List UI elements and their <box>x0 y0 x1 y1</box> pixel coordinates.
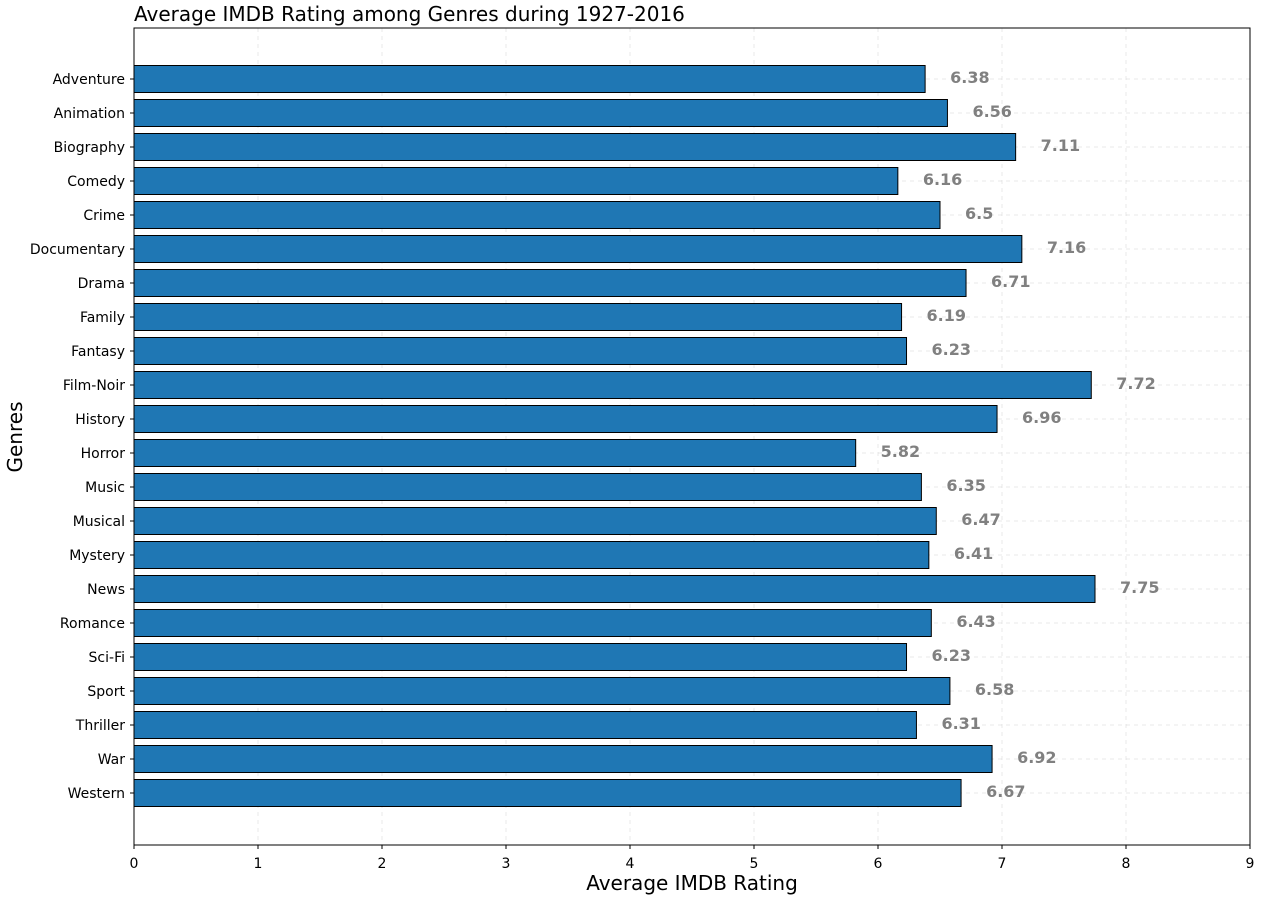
value-label-war: 6.92 <box>1017 748 1056 767</box>
x-tick-label: 0 <box>130 856 139 872</box>
value-label-comedy: 6.16 <box>923 170 962 189</box>
value-label-film-noir: 7.72 <box>1116 374 1155 393</box>
y-tick-label-music: Music <box>85 480 125 496</box>
y-axis-label: Genres <box>3 402 27 473</box>
bar-fantasy <box>133 337 908 365</box>
y-tick-label-thriller: Thriller <box>75 718 125 734</box>
value-label-adventure: 6.38 <box>950 68 989 87</box>
bar-war <box>133 745 993 773</box>
x-axis-label: Average IMDB Rating <box>586 871 798 895</box>
x-tick-label: 3 <box>502 856 511 872</box>
bar-biography <box>133 133 1017 161</box>
y-tick-label-fantasy: Fantasy <box>71 344 125 360</box>
x-tick-label: 8 <box>1122 856 1131 872</box>
bar-sport <box>133 677 951 705</box>
value-label-documentary: 7.16 <box>1047 238 1086 257</box>
y-tick-label-history: History <box>75 412 125 428</box>
value-label-musical: 6.47 <box>961 510 1000 529</box>
chart-title: Average IMDB Rating among Genres during … <box>134 2 685 26</box>
bar-family <box>133 303 903 331</box>
x-tick-label: 4 <box>626 856 635 872</box>
bar-mystery <box>133 541 930 569</box>
value-label-news: 7.75 <box>1120 578 1159 597</box>
y-tick-label-sci-fi: Sci-Fi <box>89 650 125 666</box>
bar-romance <box>133 609 932 637</box>
y-tick-label-biography: Biography <box>54 140 125 156</box>
bar-western <box>133 779 962 807</box>
value-label-biography: 7.11 <box>1041 136 1080 155</box>
bar-horror <box>133 439 857 467</box>
y-tick-label-horror: Horror <box>81 446 126 462</box>
bar-drama <box>133 269 967 297</box>
value-label-mystery: 6.41 <box>954 544 993 563</box>
bar-music <box>133 473 922 501</box>
bar-documentary <box>133 235 1023 263</box>
y-tick-label-western: Western <box>68 786 125 802</box>
x-tick-label: 2 <box>378 856 387 872</box>
x-tick-label: 6 <box>874 856 883 872</box>
y-tick-label-war: War <box>98 752 126 768</box>
x-tick-label: 7 <box>998 856 1007 872</box>
y-tick-label-film-noir: Film-Noir <box>63 378 125 394</box>
value-label-music: 6.35 <box>946 476 985 495</box>
bar-news <box>133 575 1096 603</box>
value-label-history: 6.96 <box>1022 408 1061 427</box>
value-label-fantasy: 6.23 <box>932 340 971 359</box>
value-label-romance: 6.43 <box>956 612 995 631</box>
y-tick-label-drama: Drama <box>78 276 125 292</box>
y-tick-label-sport: Sport <box>87 684 125 700</box>
y-tick-label-documentary: Documentary <box>30 242 125 258</box>
y-tick-labels-layer: Adventure Animation Biography Comedy Crime Do… <box>30 72 134 802</box>
y-tick-label-news: News <box>87 582 125 598</box>
value-label-crime: 6.5 <box>965 204 993 223</box>
x-tick-label: 1 <box>254 856 263 872</box>
value-label-drama: 6.71 <box>991 272 1030 291</box>
value-label-horror: 5.82 <box>881 442 920 461</box>
value-label-western: 6.67 <box>986 782 1025 801</box>
bar-sci-fi <box>133 643 908 671</box>
bar-comedy <box>133 167 899 195</box>
value-label-animation: 6.56 <box>972 102 1011 121</box>
value-labels-layer: 6.38 6.56 7.11 6.166.5 7.16 6.71 6.19 6.23 7.72 6… <box>881 68 1160 801</box>
value-label-sci-fi: 6.23 <box>932 646 971 665</box>
value-label-sport: 6.58 <box>975 680 1014 699</box>
value-label-family: 6.19 <box>927 306 966 325</box>
bar-animation <box>133 99 948 127</box>
y-tick-label-animation: Animation <box>54 106 125 122</box>
plot-frame <box>133 27 1251 846</box>
x-tick-label: 9 <box>1246 856 1255 872</box>
y-tick-label-musical: Musical <box>73 514 125 530</box>
bars-layer <box>133 65 1096 807</box>
value-label-thriller: 6.31 <box>941 714 980 733</box>
bar-thriller <box>133 711 917 739</box>
bar-musical <box>133 507 937 535</box>
y-tick-label-romance: Romance <box>60 616 125 632</box>
bar-film-noir <box>133 371 1092 399</box>
x-tick-labels-layer: 0 1 2 3 4 5 6 7 8 9 <box>130 845 1255 872</box>
bar-crime <box>133 201 941 229</box>
y-tick-label-family: Family <box>80 310 125 326</box>
x-tick-label: 5 <box>750 856 759 872</box>
y-tick-label-mystery: Mystery <box>69 548 125 564</box>
y-tick-label-comedy: Comedy <box>67 174 125 190</box>
y-tick-label-crime: Crime <box>83 208 125 224</box>
bar-adventure <box>133 65 926 93</box>
bar-history <box>133 405 998 433</box>
y-tick-label-adventure: Adventure <box>53 72 125 88</box>
